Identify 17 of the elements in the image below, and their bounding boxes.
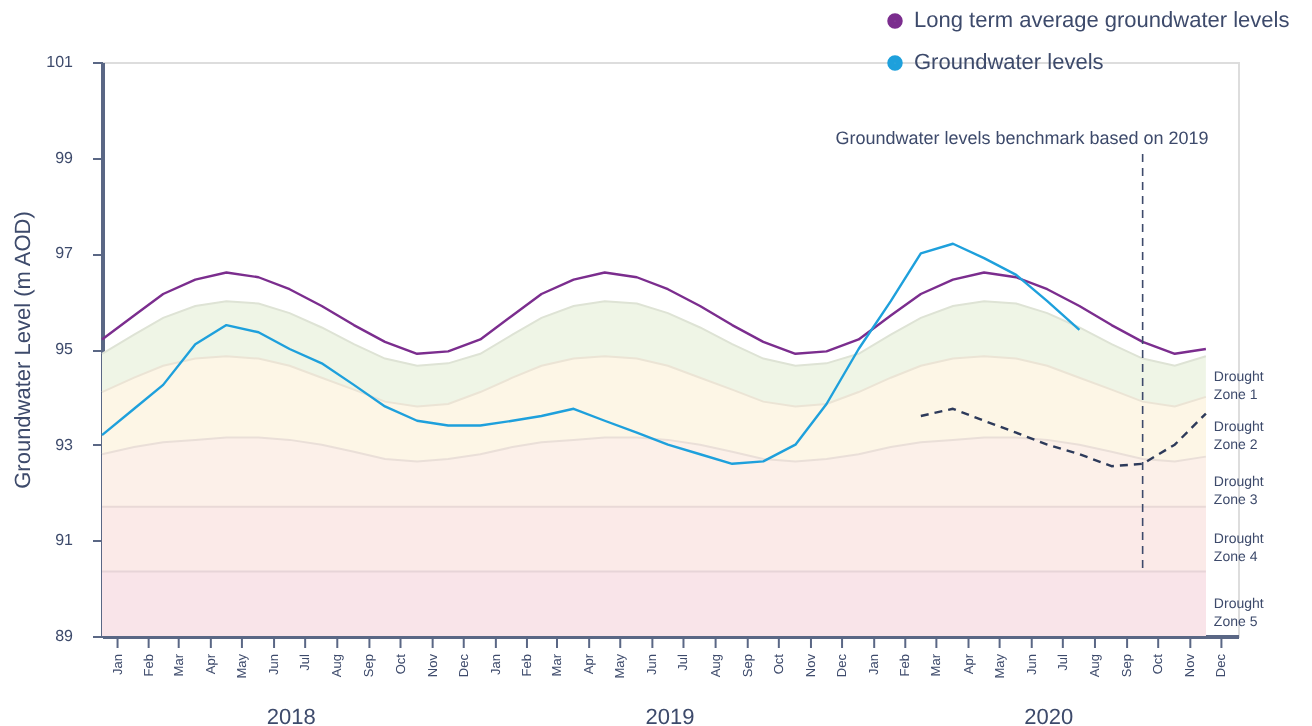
ref-line-label: Groundwater levels benchmark based on 2019 [835, 128, 1209, 148]
y-tick-label: 93 [55, 435, 75, 454]
y-tick-label: 91 [55, 531, 75, 550]
line-series [100, 242, 1081, 465]
legend-label: Long term average groundwater levels [914, 9, 1291, 33]
y-tick-label: 101 [46, 53, 75, 71]
text: 2019 [645, 706, 695, 726]
text: 2020 [1024, 706, 1074, 726]
text: 2018 [266, 706, 316, 726]
y-tick-label: 95 [55, 340, 75, 358]
y-tick-label: 99 [55, 148, 75, 167]
legend-label: Groundwater levels [914, 51, 1105, 75]
y-axis-title: Groundwater Level (m AOD) [12, 211, 37, 489]
y-tick-label: 89 [55, 627, 75, 645]
y-tick-label: 97 [55, 244, 75, 263]
line-series [919, 407, 1208, 468]
line-series [100, 271, 1208, 355]
